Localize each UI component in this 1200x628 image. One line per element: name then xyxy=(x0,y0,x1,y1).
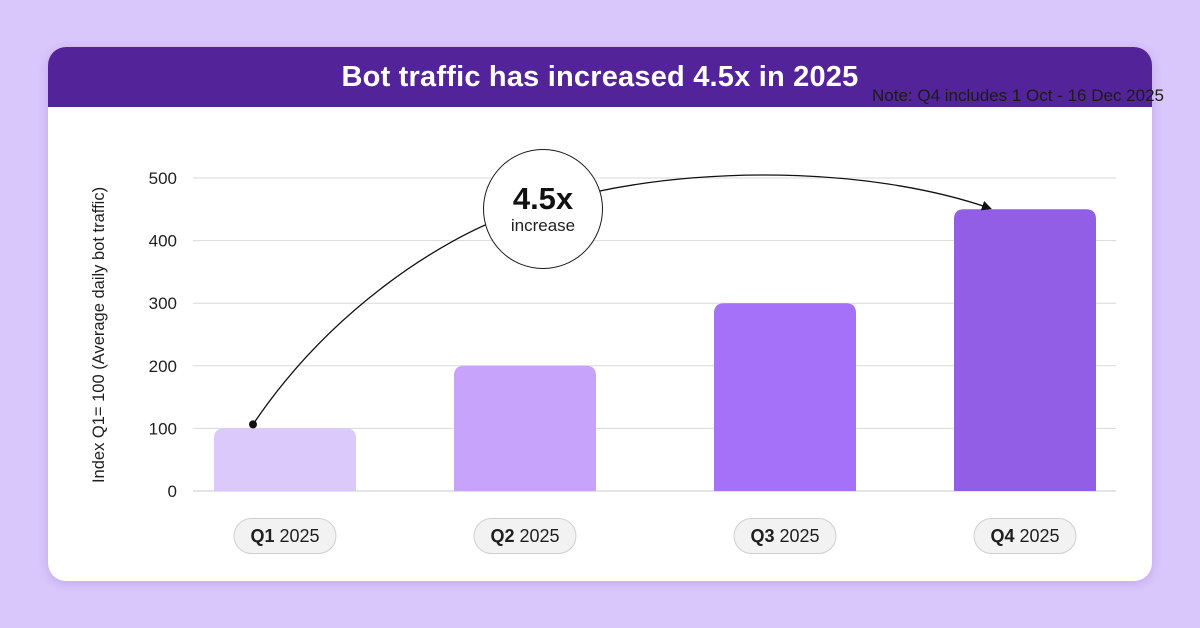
x-tick-q2: Q2 2025 xyxy=(473,518,577,554)
x-tick-q4: Q4 2025 xyxy=(973,518,1077,554)
y-tick-label: 400 xyxy=(149,232,177,251)
callout-value: 4.5x xyxy=(512,181,574,216)
annotation-curve-right xyxy=(594,174,992,211)
annotation-curve-left xyxy=(252,214,511,425)
x-tick-q3: Q3 2025 xyxy=(733,518,837,554)
x-tick-q1: Q1 2025 xyxy=(233,518,337,554)
annotation-start-dot xyxy=(249,420,257,429)
bar-q2 xyxy=(454,365,596,491)
bar-q4 xyxy=(954,209,1096,492)
chart-title: Bot traffic has increased 4.5x in 2025 xyxy=(341,60,859,93)
y-tick-label: 300 xyxy=(149,294,177,313)
chart-header: Bot traffic has increased 4.5x in 2025 xyxy=(48,47,1152,107)
y-tick-label: 500 xyxy=(149,169,177,188)
y-tick-label: 100 xyxy=(149,419,177,438)
y-tick-label: 0 xyxy=(168,482,177,501)
chart-note: Note: Q4 includes 1 Oct - 16 Dec 2025 xyxy=(872,86,1164,105)
bar-q1 xyxy=(214,428,356,491)
y-tick-label: 200 xyxy=(149,357,177,376)
bar-q3 xyxy=(714,303,856,491)
increase-callout: 4.5x increase xyxy=(483,149,603,269)
y-axis-title: Index Q1= 100 (Average daily bot traffic… xyxy=(90,187,108,483)
callout-label: increase xyxy=(510,216,576,235)
